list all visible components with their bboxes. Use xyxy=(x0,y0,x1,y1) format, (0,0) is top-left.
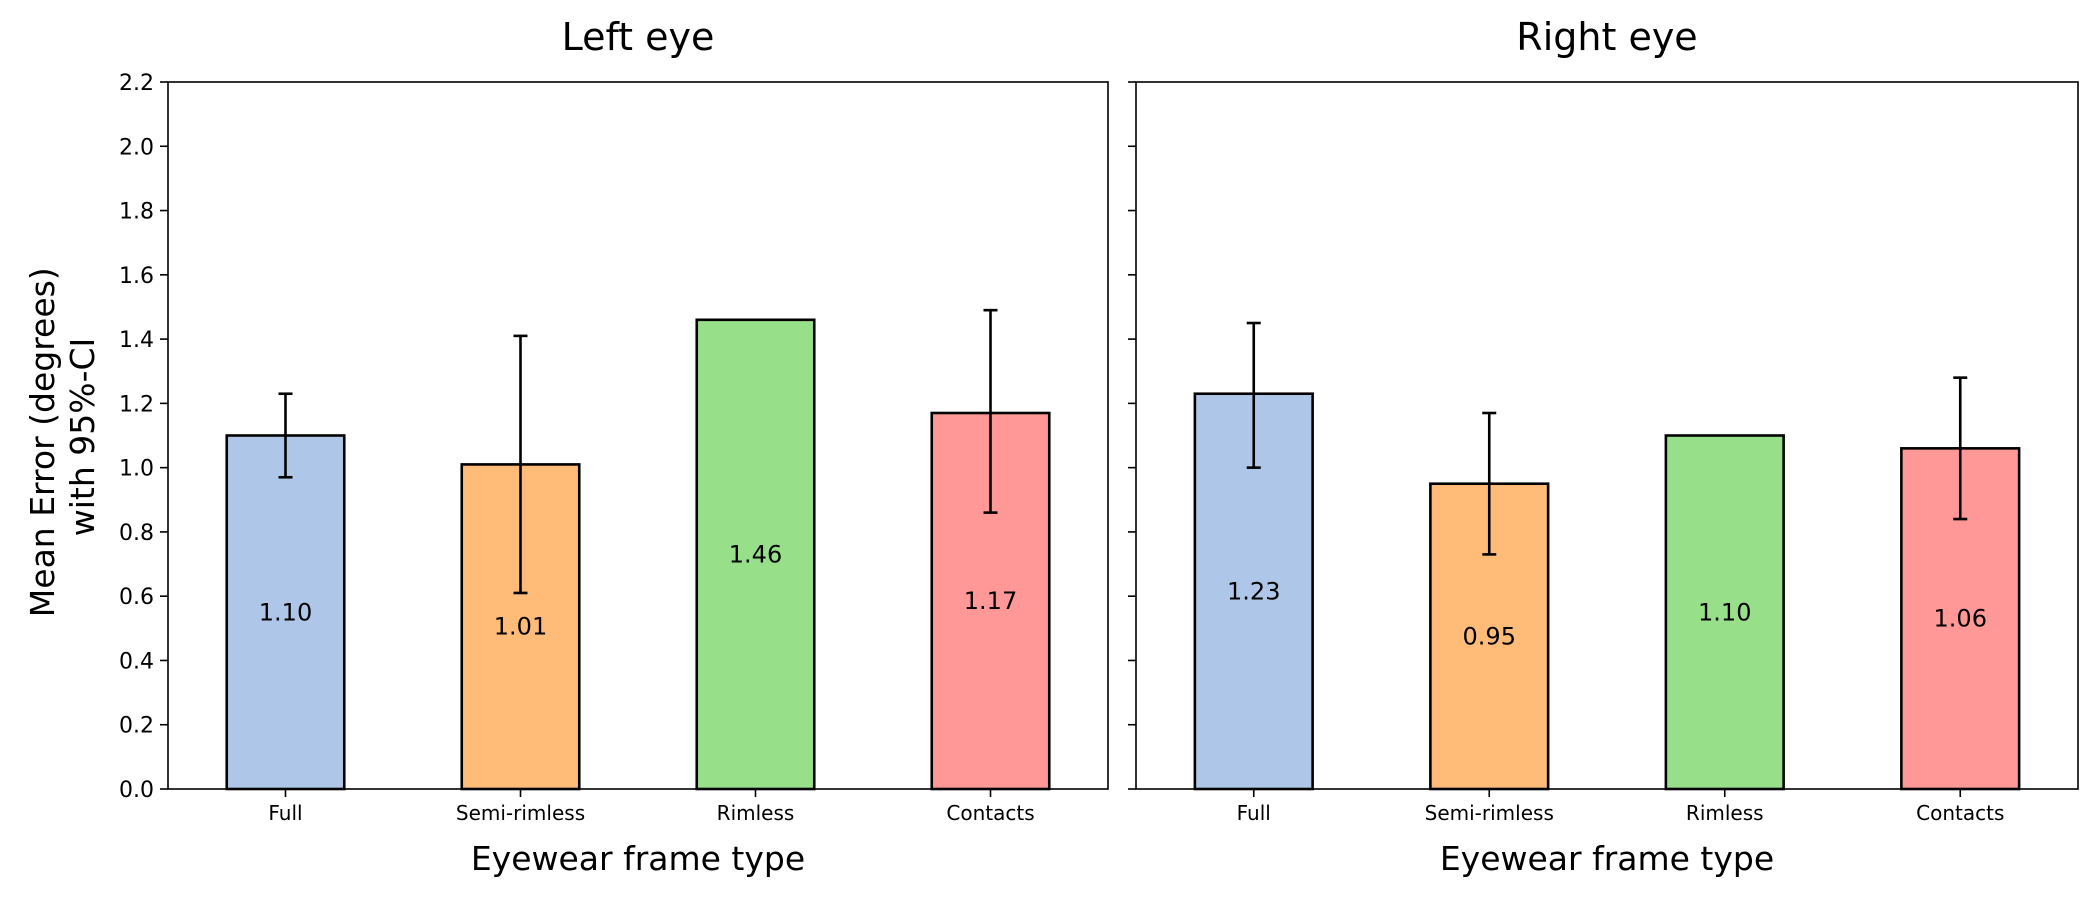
panel-title: Right eye xyxy=(1516,15,1697,59)
x-tick-label: Rimless xyxy=(1686,801,1764,825)
y-tick-label: 0.2 xyxy=(119,714,154,739)
x-axis-label: Eyewear frame type xyxy=(1440,839,1774,878)
y-tick-label: 1.6 xyxy=(119,264,154,289)
y-axis-label: Mean Error (degrees) with 95%-CI xyxy=(23,257,102,617)
panel-2: Right eye Eyewear frame type Full 1.23 Semi-… xyxy=(1128,15,2079,878)
bar-rimless xyxy=(695,318,816,791)
plot-frame xyxy=(1135,81,2079,790)
panel-title: Left eye xyxy=(562,15,715,59)
y-tick-label: 0.4 xyxy=(119,649,154,674)
x-tick-label: Contacts xyxy=(1916,801,2004,825)
y-tick-label: 0.8 xyxy=(119,521,154,546)
x-tick-label: Semi-rimless xyxy=(456,801,585,825)
data-label: 1.01 xyxy=(494,613,547,641)
data-label: 1.06 xyxy=(1934,605,1987,633)
y-tick-label: 1.2 xyxy=(119,392,154,417)
y-tick-label: 2.0 xyxy=(119,135,154,160)
y-tick-label: 0.0 xyxy=(119,778,154,803)
x-tick-label: Contacts xyxy=(946,801,1034,825)
data-label: 0.95 xyxy=(1463,622,1516,650)
data-label: 1.10 xyxy=(259,598,312,626)
panels: Left eye Eyewear frame type 0.0 0.2 0.4 0.6 0.… xyxy=(119,15,2079,878)
y-tick-label: 1.4 xyxy=(119,328,154,353)
x-tick-label: Semi-rimless xyxy=(1425,801,1554,825)
data-label: 1.10 xyxy=(1698,598,1751,626)
bar-rimless xyxy=(1664,434,1785,791)
x-tick-label: Full xyxy=(1237,801,1271,825)
data-label: 1.46 xyxy=(729,540,782,568)
y-axis-label-line1: Mean Error (degrees) xyxy=(23,267,62,617)
y-tick-label: 1.0 xyxy=(119,457,154,482)
data-label: 1.17 xyxy=(964,587,1017,615)
panel-1: Left eye Eyewear frame type 0.0 0.2 0.4 0.6 0.… xyxy=(119,15,1109,878)
plot-frame xyxy=(167,81,1109,790)
x-axis-label: Eyewear frame type xyxy=(471,839,805,878)
data-label: 1.23 xyxy=(1227,577,1280,605)
y-tick-label: 1.8 xyxy=(119,200,154,225)
x-tick-label: Full xyxy=(268,801,302,825)
x-tick-label: Rimless xyxy=(717,801,795,825)
y-tick-label: 2.2 xyxy=(119,71,154,96)
y-axis-label-line2: with 95%-CI xyxy=(63,338,102,537)
y-tick-label: 0.6 xyxy=(119,585,154,610)
